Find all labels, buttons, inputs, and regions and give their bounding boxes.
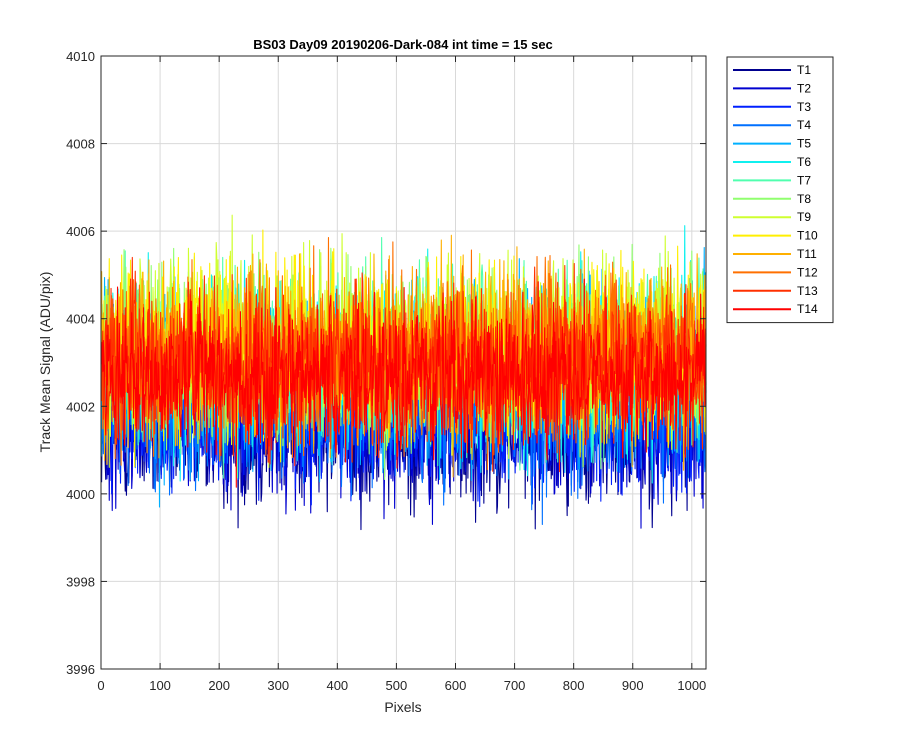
x-tick-label: 800	[563, 678, 585, 693]
y-tick-label: 3998	[66, 574, 95, 589]
legend-label-t7: T7	[797, 173, 811, 187]
legend-label-t5: T5	[797, 137, 811, 151]
y-axis-label: Track Mean Signal (ADU/pix)	[37, 272, 53, 453]
y-tick-label: 4000	[66, 487, 95, 502]
legend-label-t11: T11	[797, 247, 817, 261]
legend-label-t9: T9	[797, 210, 811, 224]
legend-label-t6: T6	[797, 155, 811, 169]
x-tick-label: 700	[504, 678, 526, 693]
x-tick-label: 200	[208, 678, 230, 693]
x-tick-label: 100	[149, 678, 171, 693]
x-tick-label: 1000	[677, 678, 706, 693]
x-tick-label: 500	[386, 678, 408, 693]
y-tick-label: 4004	[66, 312, 95, 327]
x-tick-label: 400	[326, 678, 348, 693]
y-tick-label: 3996	[66, 662, 95, 677]
x-tick-label: 600	[445, 678, 467, 693]
legend-label-t14: T14	[797, 302, 818, 316]
chart-title: BS03 Day09 20190206-Dark-084 int time = …	[253, 37, 553, 52]
y-tick-label: 4006	[66, 224, 95, 239]
legend-label-t4: T4	[797, 118, 811, 132]
ticks: 0 100 200 300 400 500 600 700 800 900 1000 3996 3998…	[66, 49, 706, 693]
legend-label-t13: T13	[797, 284, 818, 298]
y-tick-label: 4008	[66, 137, 95, 152]
legend-label-t8: T8	[797, 192, 811, 206]
legend-label-t1: T1	[797, 63, 811, 77]
legend: T1 T2 T3 T4 T5 T6 T7 T8 T9 T10 T11 T12 T13 T14	[726, 56, 834, 324]
legend-box	[726, 56, 834, 324]
series-group	[101, 214, 707, 531]
y-tick-label: 4010	[66, 49, 95, 64]
series-line-t14	[101, 278, 707, 488]
plot-frame	[100, 55, 707, 670]
legend-label-t2: T2	[797, 81, 811, 95]
x-axis-label: Pixels	[384, 699, 421, 715]
legend-label-t12: T12	[797, 265, 818, 279]
x-tick-label: 0	[97, 678, 104, 693]
x-tick-label: 300	[267, 678, 289, 693]
legend-label-t10: T10	[797, 229, 818, 243]
y-tick-label: 4002	[66, 399, 95, 414]
legend-label-t3: T3	[797, 100, 811, 114]
x-tick-label: 900	[622, 678, 644, 693]
